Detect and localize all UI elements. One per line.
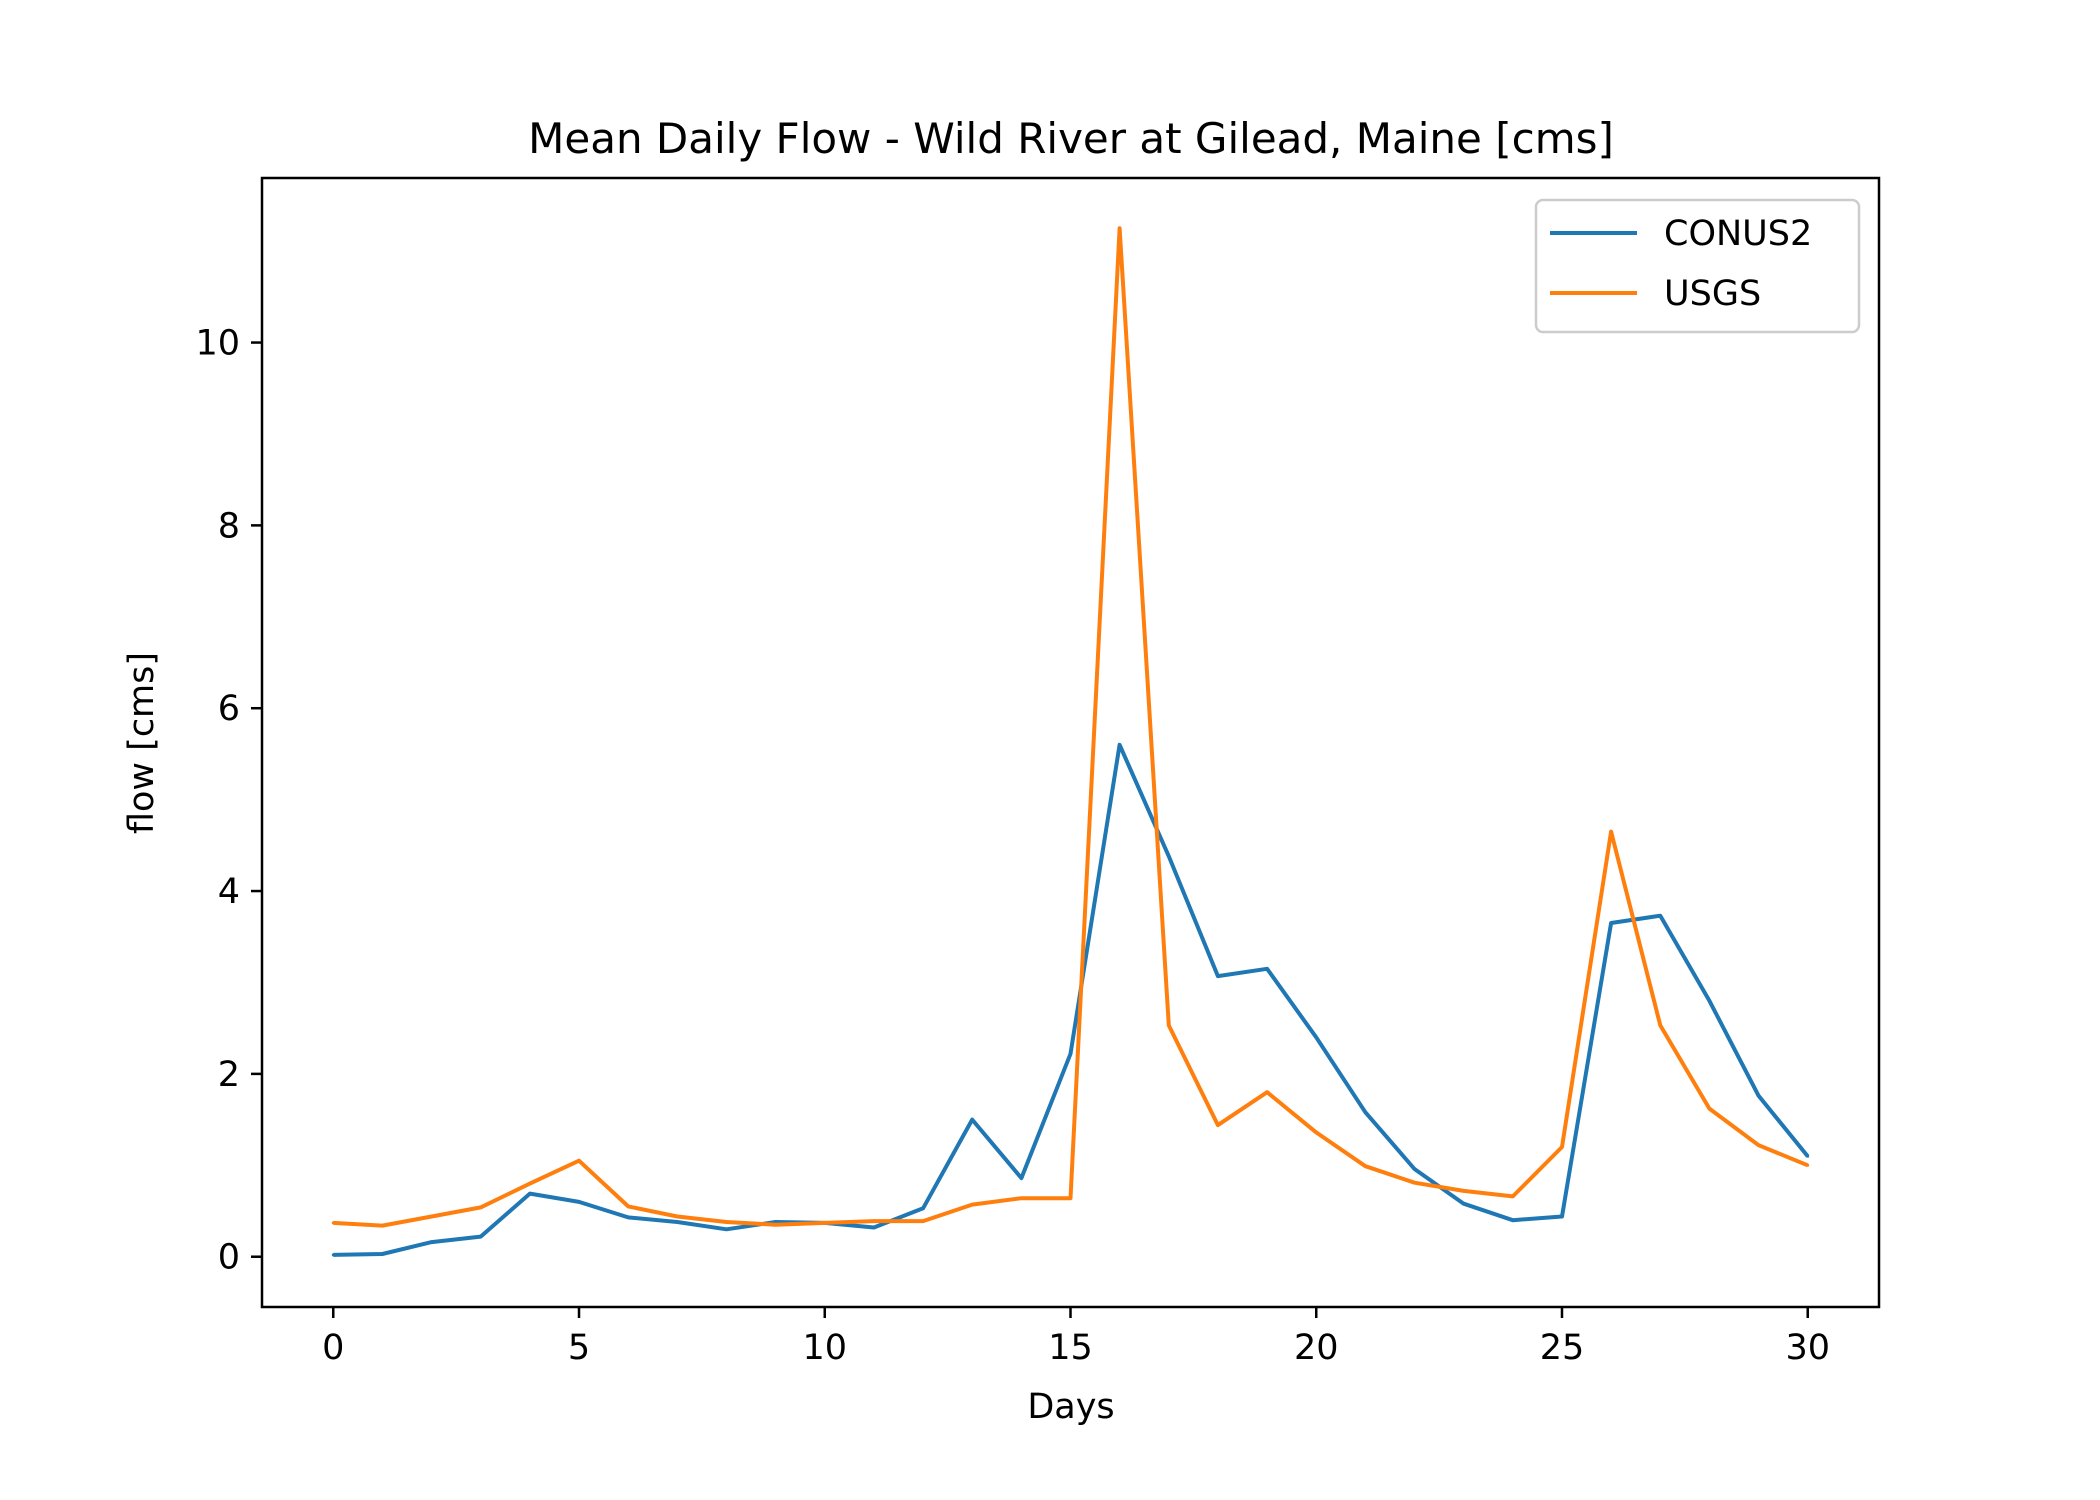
- data-point-conus2: [626, 1215, 630, 1219]
- data-point-conus2: [1265, 967, 1269, 971]
- data-point-conus2: [1462, 1202, 1466, 1206]
- data-point-usgs: [872, 1219, 876, 1223]
- data-point-conus2: [1118, 743, 1122, 747]
- data-point-conus2: [675, 1220, 679, 1224]
- data-point-conus2: [970, 1118, 974, 1122]
- y-tick-label: 8: [218, 506, 240, 546]
- y-axis: 0 2 4 6 8 10: [195, 324, 262, 1278]
- data-point-usgs: [1265, 1090, 1269, 1094]
- data-point-conus2: [528, 1192, 532, 1196]
- data-point-usgs: [1314, 1130, 1318, 1134]
- data-point-usgs: [430, 1215, 434, 1218]
- y-tick-label: 6: [218, 689, 240, 729]
- data-point-usgs: [1462, 1189, 1466, 1193]
- data-point-conus2: [380, 1252, 384, 1256]
- data-point-conus2: [921, 1206, 925, 1210]
- data-point-usgs: [774, 1223, 778, 1227]
- data-point-conus2: [1167, 854, 1171, 858]
- data-point-conus2: [1216, 974, 1220, 978]
- data-point-conus2: [1363, 1110, 1367, 1114]
- x-tick-label: 20: [1294, 1328, 1339, 1368]
- data-point-usgs: [675, 1215, 679, 1218]
- data-point-usgs: [331, 1221, 335, 1225]
- x-tick-label: 5: [568, 1328, 590, 1368]
- data-point-usgs: [1167, 1023, 1171, 1027]
- data-point-conus2: [1658, 914, 1662, 918]
- plot-area: [331, 226, 1810, 1257]
- data-point-conus2: [725, 1227, 728, 1231]
- data-point-usgs: [823, 1221, 827, 1225]
- data-point-conus2: [1069, 1052, 1072, 1056]
- data-point-conus2: [1019, 1176, 1023, 1180]
- data-point-conus2: [1806, 1154, 1810, 1158]
- data-point-conus2: [1413, 1167, 1416, 1171]
- x-tick-label: 25: [1540, 1328, 1585, 1368]
- data-point-conus2: [1707, 999, 1711, 1003]
- data-point-usgs: [1363, 1164, 1367, 1168]
- data-point-usgs: [921, 1219, 925, 1223]
- data-point-conus2: [1609, 921, 1613, 925]
- data-point-usgs: [1560, 1145, 1564, 1149]
- data-point-conus2: [1757, 1094, 1761, 1098]
- x-axis-label: Days: [1027, 1387, 1114, 1427]
- x-tick-label: 30: [1785, 1328, 1830, 1368]
- data-point-usgs: [725, 1220, 728, 1224]
- y-tick-label: 4: [218, 872, 240, 912]
- x-axis: 0 5 10 15 20 25 30: [322, 1307, 1830, 1368]
- data-point-conus2: [1560, 1215, 1564, 1218]
- legend: CONUS2 USGS: [1534, 198, 1861, 334]
- y-tick-label: 10: [195, 324, 240, 364]
- data-point-usgs: [1806, 1163, 1810, 1167]
- x-tick-label: 15: [1048, 1328, 1093, 1368]
- data-point-usgs: [479, 1205, 483, 1209]
- data-point-usgs: [1069, 1196, 1072, 1200]
- legend-label-usgs: USGS: [1664, 274, 1761, 314]
- data-point-conus2: [1314, 1035, 1318, 1039]
- data-point-usgs: [1216, 1123, 1220, 1127]
- data-point-usgs: [1511, 1194, 1515, 1198]
- data-point-usgs: [970, 1203, 974, 1207]
- y-axis-label: flow [cms]: [122, 652, 162, 834]
- data-point-usgs: [626, 1204, 630, 1208]
- data-point-usgs: [1118, 226, 1122, 230]
- chart-title: Mean Daily Flow - Wild River at Gilead, …: [528, 114, 1614, 163]
- data-point-conus2: [479, 1235, 483, 1239]
- data-point-conus2: [430, 1240, 434, 1244]
- y-tick-label: 2: [218, 1055, 240, 1095]
- data-point-usgs: [1757, 1143, 1761, 1147]
- data-point-usgs: [577, 1159, 581, 1163]
- data-point-usgs: [1707, 1107, 1711, 1111]
- data-point-usgs: [528, 1182, 532, 1186]
- data-point-conus2: [872, 1226, 876, 1229]
- data-point-usgs: [1658, 1023, 1662, 1027]
- x-tick-label: 0: [322, 1328, 344, 1368]
- y-tick-label: 0: [218, 1238, 240, 1278]
- plot-frame: [260, 176, 1881, 1309]
- data-point-conus2: [331, 1253, 335, 1257]
- data-point-conus2: [577, 1200, 581, 1204]
- legend-label-conus2: CONUS2: [1664, 214, 1812, 254]
- data-point-usgs: [1019, 1196, 1023, 1200]
- data-point-usgs: [1413, 1181, 1416, 1185]
- data-point-usgs: [380, 1224, 384, 1228]
- data-point-usgs: [1609, 830, 1613, 834]
- x-tick-label: 10: [802, 1328, 847, 1368]
- data-point-conus2: [1511, 1218, 1515, 1222]
